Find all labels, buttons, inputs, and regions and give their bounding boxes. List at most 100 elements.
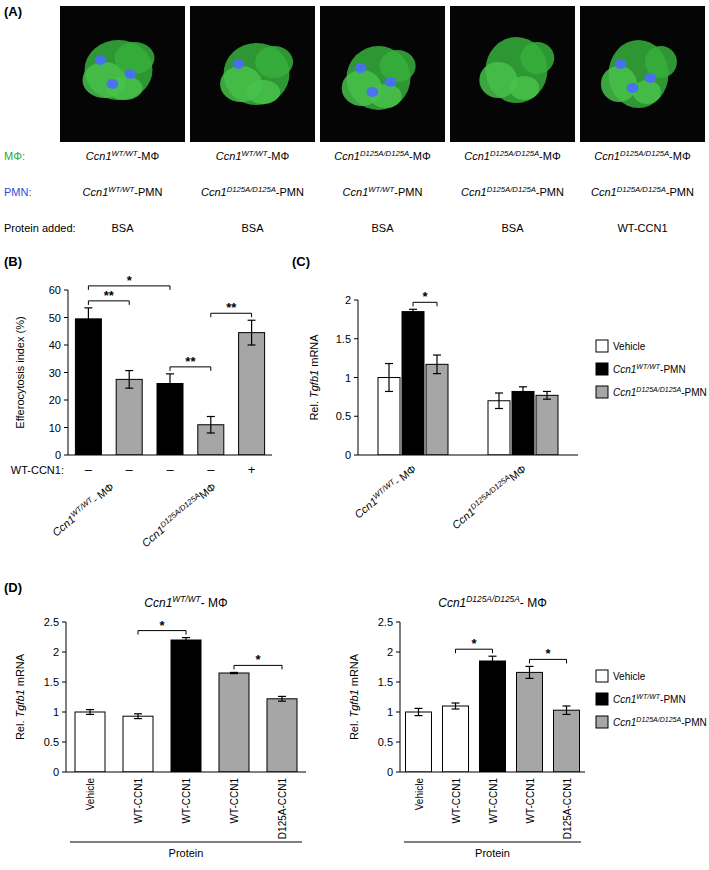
y-axis <box>400 622 401 772</box>
significance-label: * <box>127 273 133 288</box>
y-tick-label: 10 <box>49 422 61 434</box>
panel-label: (C) <box>292 254 310 269</box>
macrophage-stain <box>633 80 661 104</box>
condition-label: Ccn1WT/WT-MΦ <box>86 149 160 162</box>
y-tick-label: 0 <box>387 766 393 778</box>
bar <box>75 712 105 772</box>
y-tick-label: 1 <box>387 706 393 718</box>
plot-area <box>75 308 264 455</box>
error-bar <box>207 417 215 434</box>
bar <box>443 706 469 772</box>
legend-entry: Vehicle <box>613 341 646 352</box>
bar-chart: 00.511.52Rel. Tgfb1 mRNA(C)Ccn1WT/WT- MΦ… <box>292 254 707 531</box>
micrograph-background <box>190 6 315 142</box>
figure: (A)MΦ:PMN:Protein added:Ccn1WT/WT-MΦCcn1… <box>0 0 709 870</box>
y-tick <box>64 345 68 346</box>
condition-label: Ccn1WT/WT-PMN <box>343 185 423 198</box>
y-tick <box>354 377 358 378</box>
micrograph-background <box>60 6 185 142</box>
bar <box>219 673 249 772</box>
condition-label: Ccn1D125A/D125A-MΦ <box>594 149 691 162</box>
macrophage-stain <box>255 46 293 78</box>
y-tick <box>62 652 66 653</box>
condition-label: Ccn1WT/WT-PMN <box>83 185 163 198</box>
row-label: MΦ: <box>4 150 25 162</box>
y-tick <box>64 400 68 401</box>
bar <box>402 312 424 455</box>
significance-label: * <box>159 618 165 633</box>
micrograph <box>190 6 315 142</box>
error-bar <box>84 308 92 330</box>
y-tick-label: 1 <box>345 372 351 384</box>
y-tick-label: 2.5 <box>378 616 393 628</box>
condition-label: Ccn1D125A/D125A-PMN <box>461 185 564 198</box>
micrograph <box>320 6 445 142</box>
error-bar <box>125 371 133 389</box>
x-tick-label: WT-CCN1 <box>488 778 499 824</box>
error-bar <box>433 355 441 374</box>
error-bar <box>166 374 174 393</box>
x-tick-label: WT-CCN1 <box>229 778 240 824</box>
y-tick <box>396 772 400 773</box>
error-bar <box>543 391 551 399</box>
y-axis-label: Rel. Tgfb1 mRNA <box>14 653 26 740</box>
significance-label: * <box>255 652 261 667</box>
x-tick-label: Ccn1D125A/D125AMΦ <box>449 461 529 531</box>
y-tick <box>64 372 68 373</box>
x-tick-label: + <box>248 462 256 477</box>
y-tick-label: 1.5 <box>336 333 351 345</box>
error-bar <box>182 638 190 643</box>
legend-entry: Vehicle <box>613 671 646 682</box>
error-bar <box>230 672 238 673</box>
y-tick-label: 2 <box>345 294 351 306</box>
y-tick-label: 2 <box>53 646 59 658</box>
legend-swatch <box>596 716 608 728</box>
neutrophil-stain <box>615 59 627 69</box>
micrograph <box>450 6 575 142</box>
y-tick <box>62 712 66 713</box>
x-tick-label: WT-CCN1 <box>133 778 144 824</box>
condition-label: BSA <box>371 222 394 234</box>
chart-title: Ccn1D125A/D125A- MΦ <box>438 594 546 610</box>
y-tick <box>64 317 68 318</box>
y-tick <box>396 682 400 683</box>
error-bar <box>248 320 256 345</box>
neutrophil-stain <box>367 87 379 97</box>
bar <box>517 672 543 772</box>
x-tick-label: D125A-CCN1 <box>562 778 573 840</box>
y-tick <box>396 652 400 653</box>
significance-label: ** <box>185 354 196 369</box>
x-tick-label: – <box>207 462 215 477</box>
micrograph-background <box>450 6 575 142</box>
x-axis <box>358 455 578 456</box>
legend-swatch <box>596 670 608 682</box>
bar <box>488 401 510 455</box>
x-tick-label: Vehicle <box>414 778 425 811</box>
condition-label: Ccn1WT/WT-MΦ <box>216 149 290 162</box>
x-tick-label: – <box>166 462 174 477</box>
neutrophil-stain <box>385 77 397 87</box>
y-tick-label: 50 <box>49 312 61 324</box>
y-tick-label: 60 <box>49 284 61 296</box>
significance-label: * <box>471 636 477 651</box>
significance-label: * <box>422 289 428 304</box>
error-bar <box>495 393 503 409</box>
y-tick <box>354 455 358 456</box>
y-tick-label: 0.5 <box>378 736 393 748</box>
legend-entry: Ccn1WT/WT-PMN <box>613 693 686 705</box>
error-bar <box>134 714 142 719</box>
x-tick-label: D125A-CCN1 <box>277 778 288 840</box>
x-axis <box>66 772 306 773</box>
error-bar <box>563 706 571 714</box>
y-tick <box>64 427 68 428</box>
x-axis-bracket <box>70 842 302 843</box>
y-tick <box>396 742 400 743</box>
micrograph <box>580 6 705 142</box>
bar <box>480 661 506 772</box>
panel-label: (A) <box>4 4 22 19</box>
macrophage-stain <box>509 76 539 100</box>
bar <box>157 384 183 456</box>
bar <box>116 379 142 455</box>
x-tick-label: WT-CCN1 <box>451 778 462 824</box>
error-bar <box>452 703 460 709</box>
